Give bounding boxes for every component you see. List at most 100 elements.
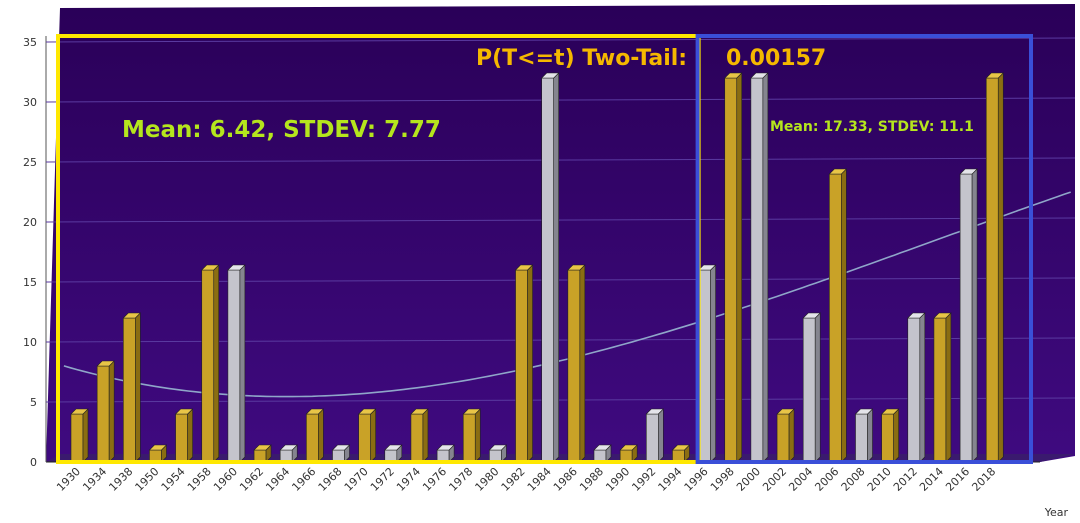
bar-side bbox=[239, 264, 246, 463]
x-tick-label: 1960 bbox=[211, 465, 240, 494]
y-tick-label: 25 bbox=[23, 156, 37, 169]
x-tick-label: 1954 bbox=[159, 465, 188, 494]
bar-face bbox=[123, 317, 136, 463]
bar-top bbox=[697, 264, 717, 271]
x-tick-label: 1998 bbox=[708, 465, 737, 494]
bar bbox=[488, 444, 508, 463]
bar-face bbox=[933, 317, 947, 463]
bar-top bbox=[357, 408, 377, 415]
x-tick-label: 1968 bbox=[316, 465, 345, 494]
bar-top bbox=[880, 408, 900, 415]
bar-side bbox=[867, 408, 873, 463]
bar-face bbox=[227, 269, 241, 463]
bar bbox=[331, 444, 351, 463]
x-tick-label: 1980 bbox=[473, 465, 502, 494]
bar-side bbox=[553, 72, 560, 463]
bar bbox=[907, 312, 926, 463]
bar-side bbox=[893, 408, 899, 463]
bar-side bbox=[762, 72, 769, 463]
bar-side bbox=[108, 360, 115, 463]
x-tick-label: 2002 bbox=[760, 465, 789, 494]
bar-face bbox=[462, 413, 476, 463]
bar bbox=[410, 408, 429, 463]
x-tick-label: 1950 bbox=[133, 465, 162, 494]
x-tick-label: 1970 bbox=[342, 465, 371, 494]
x-tick-label: 1990 bbox=[603, 465, 632, 494]
bar-top bbox=[384, 444, 403, 451]
y-tick-label: 10 bbox=[23, 336, 37, 349]
bar-face bbox=[175, 413, 188, 463]
y-tick-label: 0 bbox=[30, 456, 37, 469]
right-group-stats: Mean: 17.33, STDEV: 11.1 bbox=[770, 119, 974, 135]
bar-top bbox=[933, 312, 952, 319]
x-tick-label: 1972 bbox=[368, 465, 397, 494]
bar-top bbox=[331, 444, 351, 451]
x-tick-label: 1962 bbox=[237, 465, 266, 494]
x-tick-label: 2008 bbox=[839, 465, 868, 494]
bar-top bbox=[985, 72, 1004, 79]
bar-top bbox=[671, 444, 691, 451]
bar-top bbox=[174, 408, 194, 415]
bar-top bbox=[645, 408, 665, 415]
bar-top bbox=[279, 444, 298, 451]
bar-face bbox=[985, 77, 999, 463]
x-tick-label: 1938 bbox=[106, 465, 135, 494]
bar-side bbox=[213, 264, 220, 463]
x-tick-label: 1992 bbox=[629, 465, 658, 494]
bar-top bbox=[253, 444, 272, 451]
bar-side bbox=[527, 264, 533, 463]
x-tick-label: 1958 bbox=[185, 465, 214, 494]
bar-top bbox=[305, 408, 325, 415]
bar-top bbox=[201, 264, 220, 271]
x-tick-label: 1930 bbox=[54, 465, 83, 494]
bar-top bbox=[750, 72, 769, 79]
bar bbox=[96, 360, 115, 463]
bar-top bbox=[410, 408, 429, 415]
bar-top bbox=[959, 168, 978, 175]
bar-side bbox=[318, 408, 324, 463]
bar-face bbox=[750, 77, 764, 463]
bar bbox=[854, 408, 874, 463]
x-tick-label: 1994 bbox=[656, 465, 685, 494]
p-value-label: P(T<=t) Two-Tail: bbox=[476, 46, 687, 71]
bar bbox=[148, 444, 168, 463]
bar-top bbox=[436, 444, 455, 451]
bar-top bbox=[148, 444, 168, 451]
bar-top bbox=[514, 264, 534, 271]
bar-top bbox=[540, 72, 560, 79]
bar-side bbox=[422, 408, 429, 463]
y-tick-label: 30 bbox=[23, 96, 37, 109]
bar bbox=[227, 264, 246, 463]
bar-face bbox=[802, 317, 816, 463]
x-axis-label: Year bbox=[1044, 506, 1069, 519]
x-tick-label: 2006 bbox=[812, 465, 841, 494]
bar bbox=[750, 72, 769, 463]
bar-side bbox=[579, 264, 586, 463]
gridline bbox=[45, 217, 1076, 223]
bar bbox=[70, 408, 89, 463]
bar-face bbox=[70, 413, 84, 463]
gridline bbox=[45, 97, 1076, 103]
bar-face bbox=[881, 413, 894, 463]
bar bbox=[384, 444, 403, 463]
bar-face bbox=[358, 413, 371, 463]
x-tick-label: 2004 bbox=[786, 465, 815, 494]
bar-side bbox=[945, 312, 952, 463]
bar bbox=[959, 168, 978, 463]
bar-top bbox=[462, 408, 481, 415]
p-value: 0.00157 bbox=[726, 46, 826, 71]
x-tick-label: 2018 bbox=[969, 465, 998, 494]
x-tick-label: 1982 bbox=[499, 465, 528, 494]
bar-side bbox=[841, 168, 847, 463]
bar-face bbox=[410, 413, 424, 463]
bar-face bbox=[645, 413, 659, 463]
x-tick-label: 2012 bbox=[891, 465, 920, 494]
bar bbox=[933, 312, 952, 463]
bar bbox=[462, 408, 481, 463]
bar-face bbox=[306, 413, 319, 463]
x-tick-label: 1988 bbox=[577, 465, 606, 494]
bar bbox=[828, 168, 848, 463]
bar bbox=[880, 408, 900, 463]
gridline bbox=[45, 157, 1076, 163]
